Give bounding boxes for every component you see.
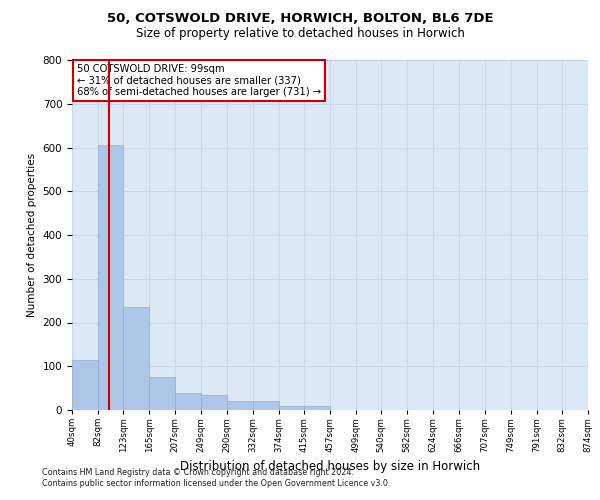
Text: 50, COTSWOLD DRIVE, HORWICH, BOLTON, BL6 7DE: 50, COTSWOLD DRIVE, HORWICH, BOLTON, BL6… bbox=[107, 12, 493, 26]
Text: 50 COTSWOLD DRIVE: 99sqm
← 31% of detached houses are smaller (337)
68% of semi-: 50 COTSWOLD DRIVE: 99sqm ← 31% of detach… bbox=[77, 64, 321, 96]
Bar bbox=[124, 307, 149, 410]
Text: Contains HM Land Registry data © Crown copyright and database right 2024.
Contai: Contains HM Land Registry data © Crown c… bbox=[42, 468, 391, 487]
Bar bbox=[175, 392, 202, 410]
Bar bbox=[98, 146, 124, 410]
Bar bbox=[72, 360, 98, 410]
Bar bbox=[278, 406, 304, 410]
Bar bbox=[304, 406, 330, 410]
Bar bbox=[227, 401, 253, 410]
Text: Size of property relative to detached houses in Horwich: Size of property relative to detached ho… bbox=[136, 28, 464, 40]
Bar bbox=[253, 401, 278, 410]
X-axis label: Distribution of detached houses by size in Horwich: Distribution of detached houses by size … bbox=[180, 460, 480, 473]
Bar bbox=[202, 394, 227, 410]
Y-axis label: Number of detached properties: Number of detached properties bbox=[27, 153, 37, 317]
Bar bbox=[149, 377, 175, 410]
